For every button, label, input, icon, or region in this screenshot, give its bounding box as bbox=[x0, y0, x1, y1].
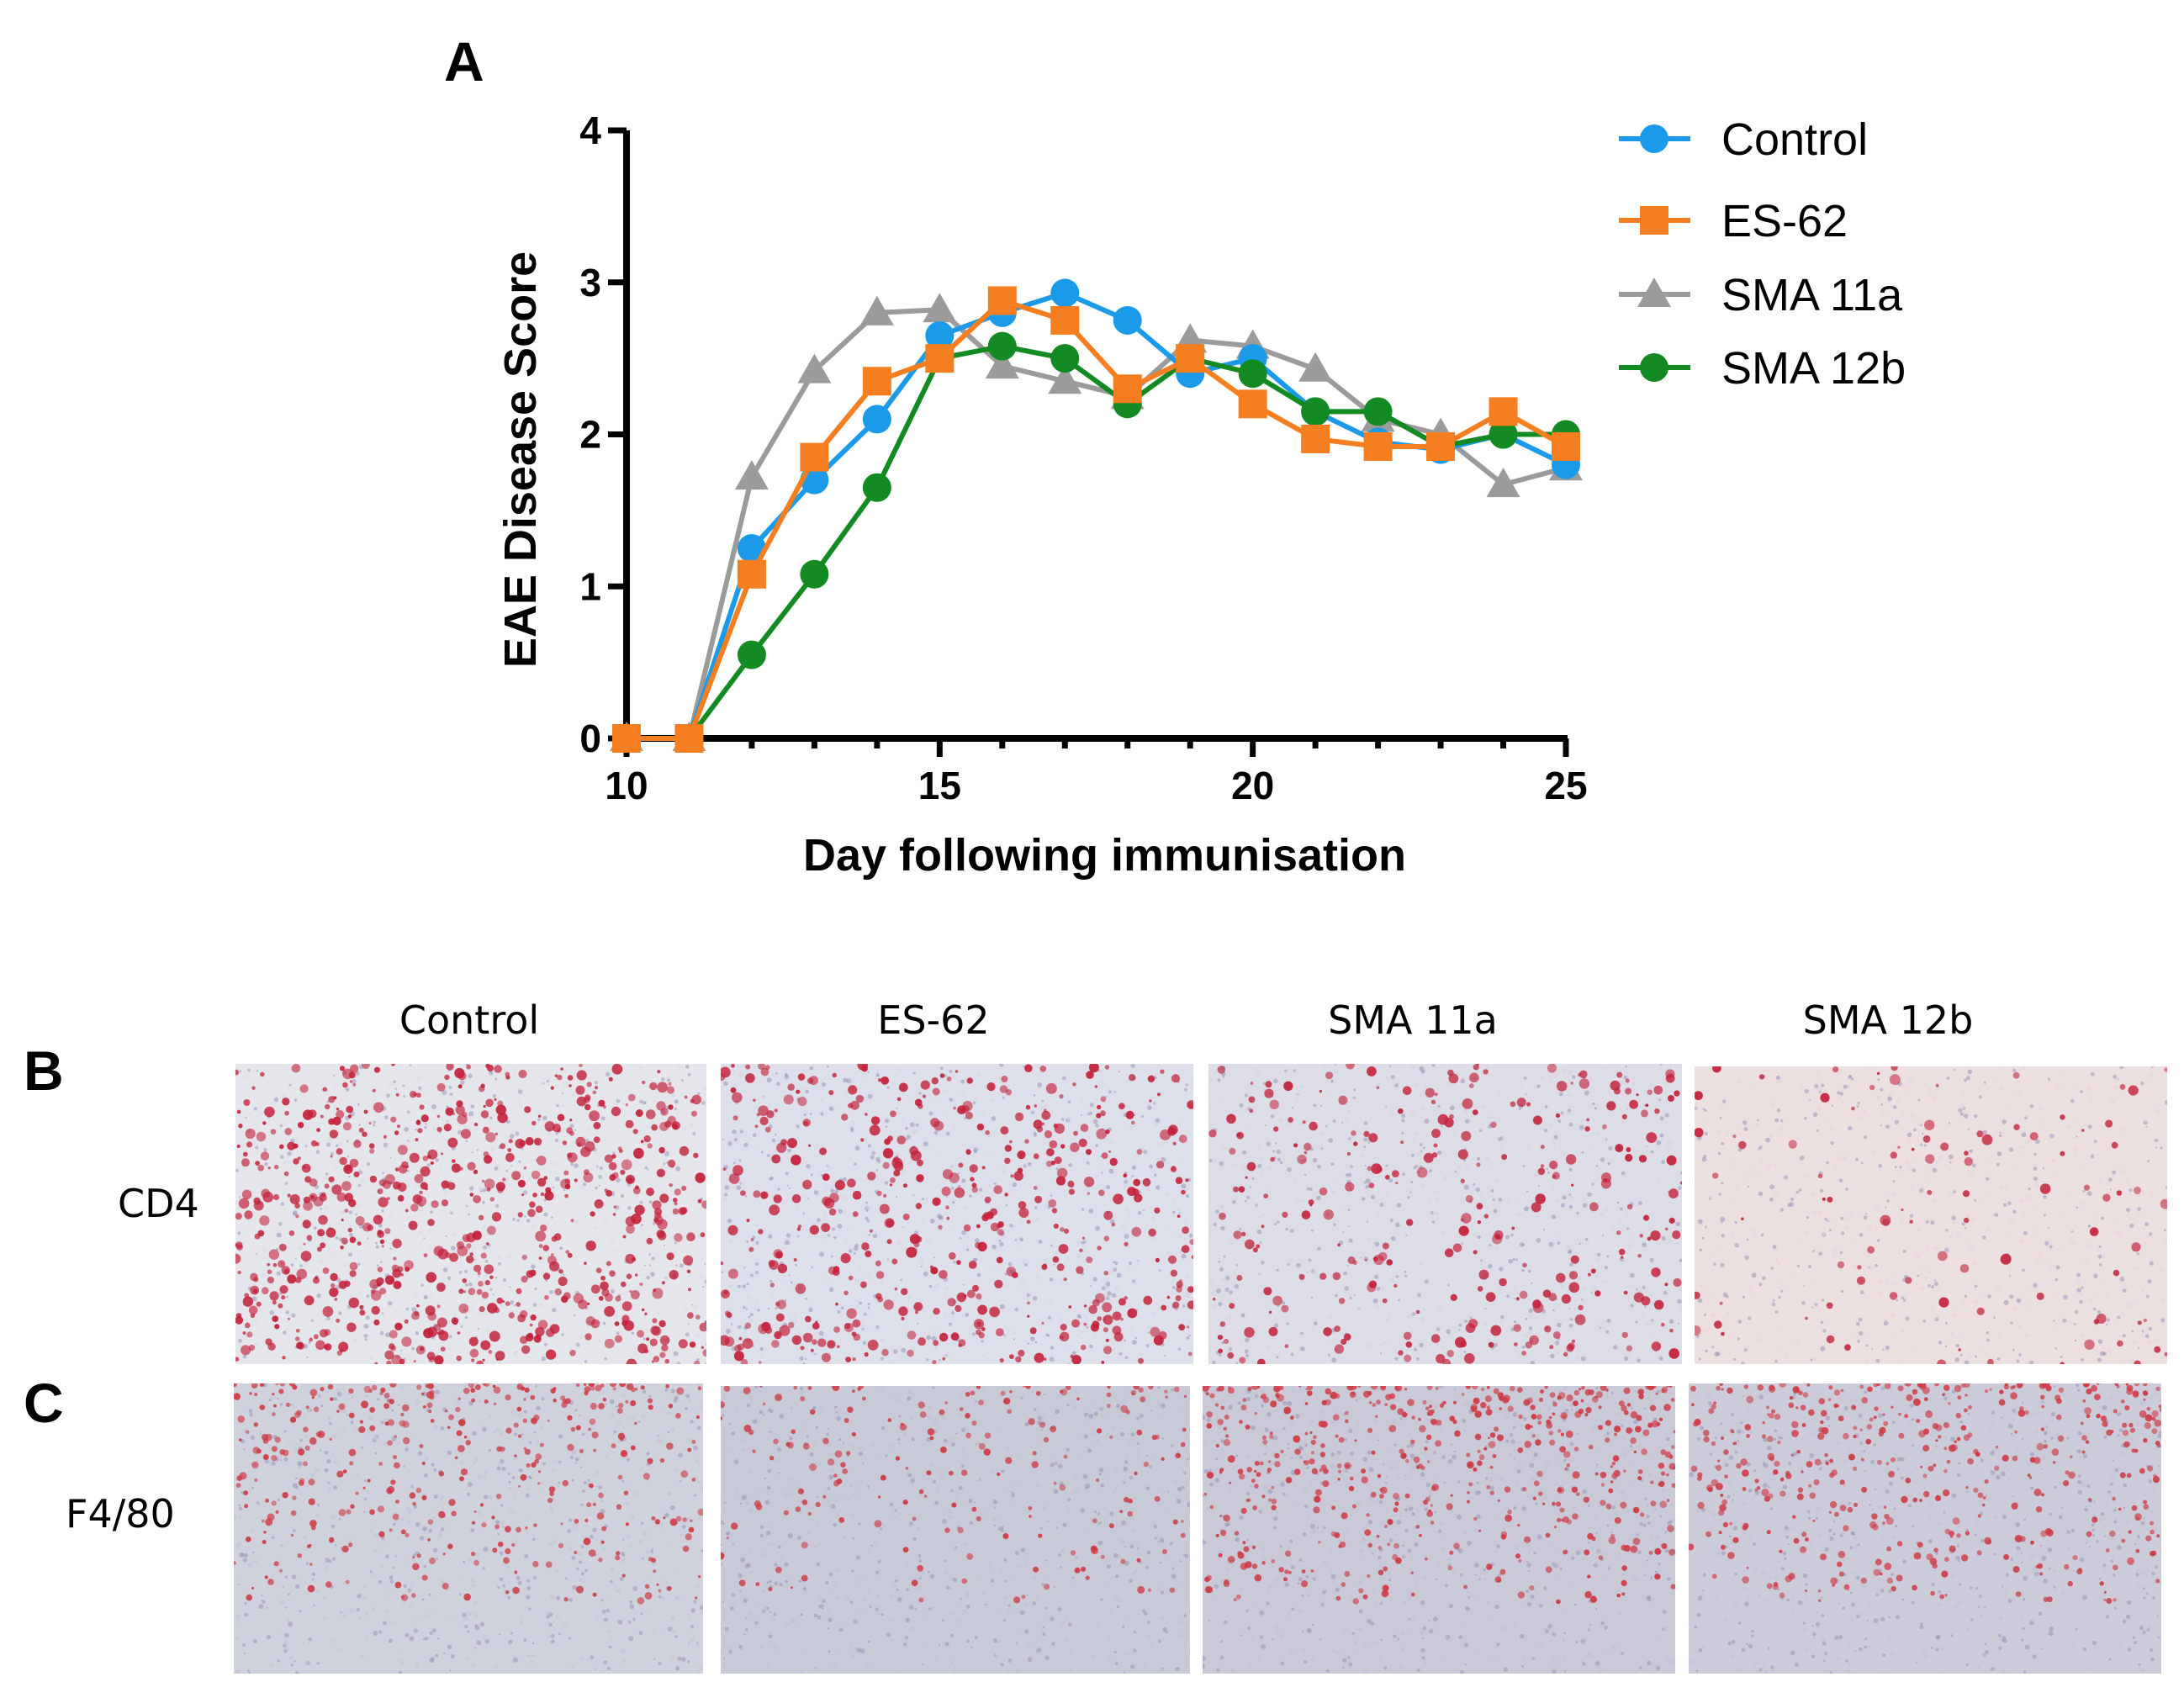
data-point-sma-11a bbox=[734, 460, 769, 490]
series-line-sma-11a bbox=[627, 307, 1567, 741]
data-point-control bbox=[1113, 305, 1142, 335]
data-point-es-62 bbox=[1301, 424, 1330, 453]
series-line-es-62 bbox=[627, 298, 1568, 741]
y-tick-label: 0 bbox=[579, 717, 601, 760]
data-point-es-62 bbox=[1050, 305, 1080, 335]
data-point-es-62 bbox=[1552, 431, 1580, 461]
legend-item-control: Control bbox=[1619, 114, 1868, 165]
micrograph-cd4-sma-12b bbox=[1695, 1066, 2167, 1364]
legend-label: Control bbox=[1721, 114, 1868, 165]
data-point-es-62 bbox=[1363, 431, 1393, 461]
data-point-es-62 bbox=[1176, 344, 1205, 373]
panel-letter-c: C bbox=[24, 1372, 64, 1434]
data-point-sma-12b bbox=[987, 331, 1017, 361]
column-label-sma-12b: SMA 12b bbox=[1802, 997, 1974, 1043]
panel-letter-a: A bbox=[444, 30, 484, 93]
micrograph-f4-80-es-62 bbox=[721, 1386, 1190, 1674]
micrograph-f4-80-control bbox=[234, 1383, 703, 1674]
micrograph-texture bbox=[1203, 1386, 1675, 1674]
column-label-sma-11a: SMA 11a bbox=[1328, 997, 1498, 1043]
micrograph-f4-80-sma-12b bbox=[1689, 1383, 2161, 1674]
micrograph-texture bbox=[234, 1383, 703, 1674]
legend-item-sma-11a: SMA 11a bbox=[1619, 270, 1903, 320]
micrograph-texture bbox=[1208, 1064, 1682, 1364]
column-label-es-62: ES-62 bbox=[877, 997, 990, 1043]
data-point-es-62 bbox=[862, 367, 891, 396]
data-point-sma-11a bbox=[859, 295, 894, 325]
legend-marker bbox=[1640, 124, 1668, 153]
data-point-es-62 bbox=[800, 442, 829, 472]
y-tick-label: 3 bbox=[579, 261, 601, 304]
data-point-sma-12b bbox=[737, 640, 766, 669]
micrograph-cd4-sma-11a bbox=[1208, 1064, 1682, 1364]
data-point-es-62 bbox=[612, 724, 641, 753]
legend-label: ES-62 bbox=[1721, 196, 1848, 246]
data-point-sma-11a bbox=[985, 349, 1019, 379]
y-axis-title: EAE Disease Score bbox=[495, 251, 546, 668]
data-point-control bbox=[1050, 278, 1080, 308]
data-point-sma-11a bbox=[1486, 468, 1520, 498]
data-point-sma-11a bbox=[923, 293, 957, 323]
x-tick-label: 10 bbox=[605, 764, 648, 807]
micrograph-cd4-control bbox=[235, 1064, 706, 1364]
micrograph-texture bbox=[721, 1064, 1193, 1364]
data-point-es-62 bbox=[987, 286, 1017, 315]
data-point-sma-12b bbox=[1301, 397, 1330, 426]
data-point-es-62 bbox=[737, 559, 766, 589]
legend-marker bbox=[1640, 206, 1668, 235]
data-point-sma-12b bbox=[862, 473, 891, 502]
micrograph-f4-80-sma-11a bbox=[1203, 1386, 1675, 1674]
micrograph-texture bbox=[721, 1386, 1190, 1674]
data-point-sma-12b bbox=[1238, 359, 1267, 389]
x-tick-label: 20 bbox=[1231, 764, 1274, 807]
micrograph-texture bbox=[1695, 1066, 2167, 1364]
data-point-es-62 bbox=[674, 724, 704, 753]
data-point-es-62 bbox=[1238, 389, 1267, 419]
data-point-sma-12b bbox=[1050, 344, 1080, 373]
data-point-sma-12b bbox=[800, 559, 829, 589]
legend-marker bbox=[1640, 353, 1668, 382]
data-point-es-62 bbox=[1113, 374, 1142, 404]
legend-item-es-62: ES-62 bbox=[1619, 196, 1848, 246]
micrograph-cd4-es-62 bbox=[721, 1064, 1193, 1364]
legend-label: SMA 11a bbox=[1721, 270, 1903, 320]
legend-label: SMA 12b bbox=[1721, 343, 1906, 394]
data-point-sma-11a bbox=[1298, 352, 1333, 382]
data-point-sma-12b bbox=[1363, 397, 1393, 426]
series-line-control bbox=[627, 290, 1568, 741]
micrograph-texture bbox=[235, 1064, 706, 1364]
y-tick-label: 2 bbox=[579, 413, 601, 457]
micrograph-texture bbox=[1689, 1383, 2161, 1674]
data-point-control bbox=[862, 405, 891, 434]
legend-marker bbox=[1637, 278, 1671, 307]
data-point-es-62 bbox=[1426, 431, 1456, 461]
row-label-f4-80: F4/80 bbox=[66, 1491, 175, 1537]
x-tick-label: 15 bbox=[918, 764, 961, 807]
data-point-es-62 bbox=[925, 344, 955, 373]
data-point-sma-11a bbox=[1048, 364, 1082, 394]
series-es-62 bbox=[612, 286, 1580, 753]
data-point-es-62 bbox=[1489, 397, 1518, 426]
row-label-cd4: CD4 bbox=[118, 1181, 199, 1226]
y-tick-label: 1 bbox=[579, 564, 601, 608]
data-point-sma-11a bbox=[797, 353, 832, 384]
y-tick-label: 4 bbox=[579, 108, 601, 152]
series-line-sma-12b bbox=[627, 343, 1566, 741]
data-point-control bbox=[925, 321, 955, 351]
disease-score-chart: 0 1 2 3 4 10 15 20 25 Day following immunisation E… bbox=[495, 108, 1906, 881]
x-tick-label: 25 bbox=[1544, 764, 1587, 807]
series-control bbox=[612, 278, 1580, 753]
panel-letter-b: B bbox=[24, 1039, 64, 1102]
legend-item-sma-12b: SMA 12b bbox=[1619, 343, 1906, 394]
column-label-control: Control bbox=[399, 997, 540, 1043]
data-point-sma-12b bbox=[1489, 420, 1518, 449]
series-sma-11a bbox=[610, 293, 1583, 751]
x-axis-title: Day following immunisation bbox=[803, 830, 1406, 881]
